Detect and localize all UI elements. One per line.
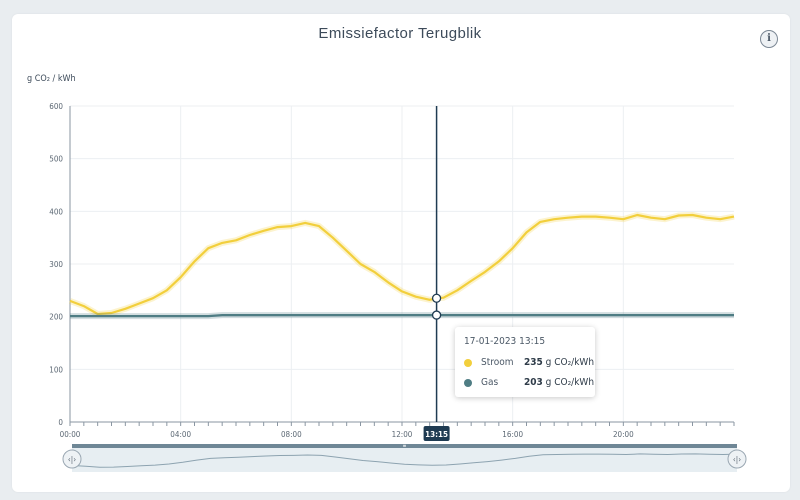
- navigator-right-handle[interactable]: [727, 449, 747, 469]
- tooltip-value: 203 g CO₂/kWh: [524, 377, 594, 388]
- info-icon[interactable]: i: [760, 30, 778, 48]
- x-tick-label: 00:00: [60, 430, 81, 439]
- tooltip-series-name: Stroom: [481, 357, 514, 368]
- scrollbar-grip-icon: ≡: [403, 444, 407, 450]
- stroom-series-line: [69, 213, 735, 316]
- y-tick-label: 200: [49, 313, 63, 322]
- y-tick-label: 400: [49, 207, 63, 216]
- y-tick-label: 500: [49, 155, 63, 164]
- x-tick-label: 16:00: [502, 430, 523, 439]
- y-tick-label: 100: [49, 365, 63, 374]
- y-axis-label: g CO₂ / kWh: [27, 74, 76, 84]
- x-tick-label: 04:00: [170, 430, 191, 439]
- stroom-legend-dot: [464, 359, 472, 367]
- x-tick-label: 20:00: [613, 430, 634, 439]
- gas-legend-dot: [464, 379, 472, 387]
- y-tick-label: 300: [49, 260, 63, 269]
- tooltip-row-gas: Gas 203 g CO₂/kWh: [464, 376, 594, 390]
- page-title: Emissiefactor Terugblik: [318, 25, 482, 42]
- chart-card: [12, 14, 790, 492]
- gas-series-line: [70, 314, 734, 318]
- tooltip-number: 203: [524, 377, 543, 388]
- navigator-line: [71, 453, 738, 468]
- tooltip-row-stroom: Stroom 235 g CO₂/kWh: [464, 356, 594, 370]
- crosshair-time-badge: [423, 426, 450, 441]
- y-tick-label: 0: [58, 418, 63, 427]
- chart-tooltip: 17-01-2023 13:15 Stroom 235 g CO₂/kWh Ga…: [455, 327, 595, 397]
- stroom-hover-marker: [431, 293, 442, 303]
- tooltip-unit: g CO₂/kWh: [545, 377, 595, 388]
- tooltip-value: 235 g CO₂/kWh: [524, 357, 594, 368]
- x-tick-label: 08:00: [281, 430, 302, 439]
- handle-arrows-icon: ‹|›: [733, 455, 741, 464]
- navigator-scrollbar[interactable]: [72, 444, 737, 448]
- handle-arrows-icon: ‹|›: [68, 455, 76, 464]
- tooltip-series-name: Gas: [481, 377, 499, 388]
- x-tick-label: 12:00: [392, 430, 413, 439]
- navigator-left-handle[interactable]: [62, 449, 82, 469]
- gas-hover-marker: [431, 310, 442, 320]
- navigator-range[interactable]: [72, 448, 737, 472]
- tooltip-date: 17-01-2023 13:15: [464, 336, 546, 347]
- y-tick-label: 600: [49, 102, 63, 111]
- tooltip-number: 235: [524, 357, 543, 368]
- crosshair-time-label: 13:15: [425, 430, 448, 439]
- tooltip-unit: g CO₂/kWh: [545, 357, 595, 368]
